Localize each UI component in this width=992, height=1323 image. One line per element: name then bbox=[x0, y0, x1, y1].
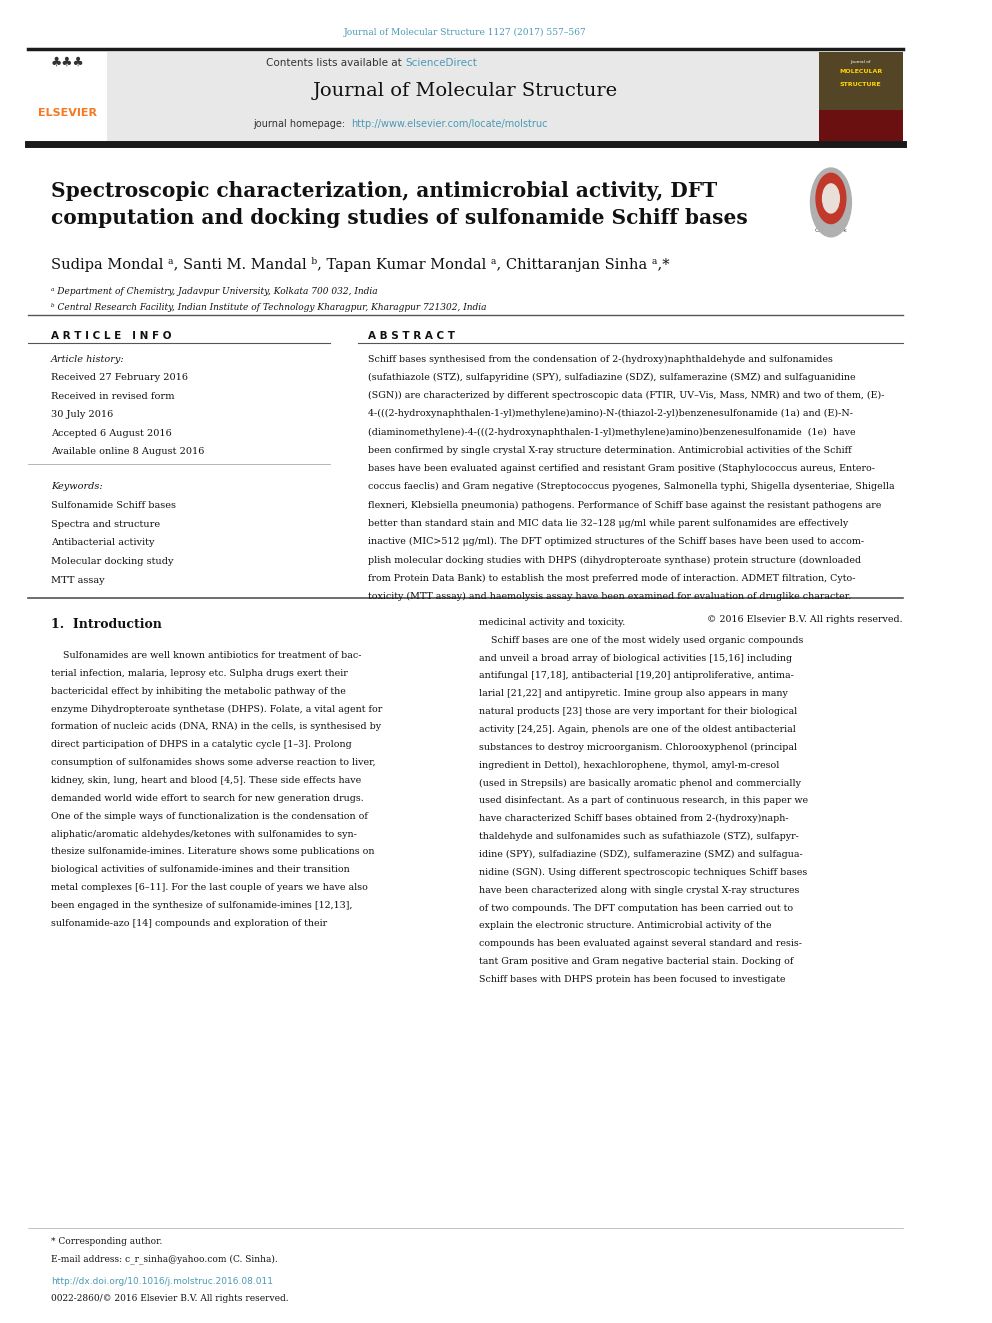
Text: 0022-2860/© 2016 Elsevier B.V. All rights reserved.: 0022-2860/© 2016 Elsevier B.V. All right… bbox=[52, 1294, 289, 1303]
Text: and unveil a broad array of biological activities [15,16] including: and unveil a broad array of biological a… bbox=[479, 654, 793, 663]
FancyBboxPatch shape bbox=[818, 52, 903, 142]
Text: explain the electronic structure. Antimicrobial activity of the: explain the electronic structure. Antimi… bbox=[479, 922, 772, 930]
Text: Available online 8 August 2016: Available online 8 August 2016 bbox=[52, 447, 204, 456]
Text: Received in revised form: Received in revised form bbox=[52, 392, 175, 401]
Text: Keywords:: Keywords: bbox=[52, 482, 103, 491]
Text: journal homepage:: journal homepage: bbox=[254, 119, 349, 130]
Text: One of the simple ways of functionalization is the condensation of: One of the simple ways of functionalizat… bbox=[52, 812, 368, 820]
Text: * Corresponding author.: * Corresponding author. bbox=[52, 1237, 163, 1246]
Text: idine (SPY), sulfadiazine (SDZ), sulfamerazine (SMZ) and sulfagua-: idine (SPY), sulfadiazine (SDZ), sulfame… bbox=[479, 851, 803, 859]
Text: Molecular docking study: Molecular docking study bbox=[52, 557, 174, 566]
Text: Article history:: Article history: bbox=[52, 355, 125, 364]
Text: ♣♣♣: ♣♣♣ bbox=[51, 56, 84, 69]
Text: direct participation of DHPS in a catalytic cycle [1–3]. Prolong: direct participation of DHPS in a cataly… bbox=[52, 741, 352, 749]
Text: formation of nucleic acids (DNA, RNA) in the cells, is synthesised by: formation of nucleic acids (DNA, RNA) in… bbox=[52, 722, 381, 732]
Text: A B S T R A C T: A B S T R A C T bbox=[368, 331, 454, 341]
Text: larial [21,22] and antipyretic. Imine group also appears in many: larial [21,22] and antipyretic. Imine gr… bbox=[479, 689, 788, 699]
Text: kidney, skin, lung, heart and blood [4,5]. These side effects have: kidney, skin, lung, heart and blood [4,5… bbox=[52, 775, 361, 785]
Text: Journal of Molecular Structure 1127 (2017) 557–567: Journal of Molecular Structure 1127 (201… bbox=[344, 28, 586, 37]
Text: inactive (MIC>512 μg/ml). The DFT optimized structures of the Schiff bases have : inactive (MIC>512 μg/ml). The DFT optimi… bbox=[368, 537, 864, 546]
Text: 4-(((2-hydroxynaphthalen-1-yl)methylene)amino)-N-(thiazol-2-yl)benzenesulfonamid: 4-(((2-hydroxynaphthalen-1-yl)methylene)… bbox=[368, 409, 852, 418]
Text: Antibacterial activity: Antibacterial activity bbox=[52, 538, 155, 548]
Text: Contents lists available at: Contents lists available at bbox=[266, 58, 405, 69]
Text: better than standard stain and MIC data lie 32–128 μg/ml while parent sulfonamid: better than standard stain and MIC data … bbox=[368, 519, 848, 528]
Text: (used in Strepsils) are basically aromatic phenol and commercially: (used in Strepsils) are basically aromat… bbox=[479, 778, 802, 787]
Text: aliphatic/aromatic aldehydes/ketones with sulfonamides to syn-: aliphatic/aromatic aldehydes/ketones wit… bbox=[52, 830, 357, 839]
Text: Journal of: Journal of bbox=[850, 60, 871, 64]
Text: ᵇ Central Research Facility, Indian Institute of Technology Kharagpur, Kharagpur: ᵇ Central Research Facility, Indian Inst… bbox=[52, 303, 487, 312]
Text: 30 July 2016: 30 July 2016 bbox=[52, 410, 113, 419]
Text: bases have been evaluated against certified and resistant Gram positive (Staphyl: bases have been evaluated against certif… bbox=[368, 464, 875, 474]
Text: MTT assay: MTT assay bbox=[52, 576, 105, 585]
Text: (sufathiazole (STZ), sulfapyridine (SPY), sulfadiazine (SDZ), sulfamerazine (SMZ: (sufathiazole (STZ), sulfapyridine (SPY)… bbox=[368, 373, 855, 382]
Text: MOLECULAR: MOLECULAR bbox=[839, 69, 882, 74]
Text: Spectra and structure: Spectra and structure bbox=[52, 520, 161, 529]
Text: compounds has been evaluated against several standard and resis-: compounds has been evaluated against sev… bbox=[479, 939, 803, 949]
Text: flexneri, Klebsiella pneumonia) pathogens. Performance of Schiff base against th: flexneri, Klebsiella pneumonia) pathogen… bbox=[368, 500, 881, 509]
Text: tant Gram positive and Gram negative bacterial stain. Docking of: tant Gram positive and Gram negative bac… bbox=[479, 958, 794, 966]
Text: medicinal activity and toxicity.: medicinal activity and toxicity. bbox=[479, 618, 626, 627]
Text: ingredient in Dettol), hexachlorophene, thymol, amyl-m-cresol: ingredient in Dettol), hexachlorophene, … bbox=[479, 761, 780, 770]
Text: substances to destroy microorganism. Chlorooxyphenol (principal: substances to destroy microorganism. Chl… bbox=[479, 742, 798, 751]
FancyBboxPatch shape bbox=[28, 52, 107, 142]
Text: bactericidal effect by inhibiting the metabolic pathway of the: bactericidal effect by inhibiting the me… bbox=[52, 687, 346, 696]
Text: nidine (SGN). Using different spectroscopic techniques Schiff bases: nidine (SGN). Using different spectrosco… bbox=[479, 868, 807, 877]
Text: coccus faeclis) and Gram negative (Streptococcus pyogenes, Salmonella typhi, Shi: coccus faeclis) and Gram negative (Strep… bbox=[368, 483, 894, 491]
Text: Schiff bases synthesised from the condensation of 2-(hydroxy)naphthaldehyde and : Schiff bases synthesised from the conden… bbox=[368, 355, 832, 364]
Text: ᵃ Department of Chemistry, Jadavpur University, Kolkata 700 032, India: ᵃ Department of Chemistry, Jadavpur Univ… bbox=[52, 287, 378, 296]
Text: terial infection, malaria, leprosy etc. Sulpha drugs exert their: terial infection, malaria, leprosy etc. … bbox=[52, 669, 348, 677]
Text: of two compounds. The DFT computation has been carried out to: of two compounds. The DFT computation ha… bbox=[479, 904, 794, 913]
Text: (diaminomethylene)-4-(((2-hydroxynaphthalen-1-yl)methylene)amino)benzenesulfonam: (diaminomethylene)-4-(((2-hydroxynaphtha… bbox=[368, 427, 855, 437]
Text: STRUCTURE: STRUCTURE bbox=[840, 82, 882, 87]
Text: Journal of Molecular Structure: Journal of Molecular Structure bbox=[312, 82, 618, 101]
Text: Schiff bases with DHPS protein has been focused to investigate: Schiff bases with DHPS protein has been … bbox=[479, 975, 786, 984]
Text: CrossMark: CrossMark bbox=[814, 228, 847, 233]
Text: ScienceDirect: ScienceDirect bbox=[406, 58, 477, 69]
Text: thesize sulfonamide-imines. Literature shows some publications on: thesize sulfonamide-imines. Literature s… bbox=[52, 848, 375, 856]
Text: enzyme Dihydropteroate synthetase (DHPS). Folate, a vital agent for: enzyme Dihydropteroate synthetase (DHPS)… bbox=[52, 704, 383, 713]
Text: have been characterized along with single crystal X-ray structures: have been characterized along with singl… bbox=[479, 886, 800, 894]
Text: http://dx.doi.org/10.1016/j.molstruc.2016.08.011: http://dx.doi.org/10.1016/j.molstruc.201… bbox=[52, 1277, 273, 1286]
Text: demanded world wide effort to search for new generation drugs.: demanded world wide effort to search for… bbox=[52, 794, 364, 803]
Ellipse shape bbox=[816, 173, 846, 224]
Text: Sulfonamide Schiff bases: Sulfonamide Schiff bases bbox=[52, 501, 177, 511]
Text: plish molecular docking studies with DHPS (dihydropteroate synthase) protein str: plish molecular docking studies with DHP… bbox=[368, 556, 861, 565]
Text: activity [24,25]. Again, phenols are one of the oldest antibacterial: activity [24,25]. Again, phenols are one… bbox=[479, 725, 797, 734]
Ellipse shape bbox=[822, 184, 839, 213]
Text: Received 27 February 2016: Received 27 February 2016 bbox=[52, 373, 188, 382]
FancyBboxPatch shape bbox=[818, 52, 903, 110]
Text: been confirmed by single crystal X-ray structure determination. Antimicrobial ac: been confirmed by single crystal X-ray s… bbox=[368, 446, 851, 455]
Text: ELSEVIER: ELSEVIER bbox=[39, 108, 97, 119]
Text: antifungal [17,18], antibacterial [19,20] antiproliferative, antima-: antifungal [17,18], antibacterial [19,20… bbox=[479, 671, 794, 680]
Text: metal complexes [6–11]. For the last couple of years we have also: metal complexes [6–11]. For the last cou… bbox=[52, 884, 368, 892]
Text: from Protein Data Bank) to establish the most preferred mode of interaction. ADM: from Protein Data Bank) to establish the… bbox=[368, 574, 855, 582]
Text: Accepted 6 August 2016: Accepted 6 August 2016 bbox=[52, 429, 172, 438]
Text: natural products [23] those are very important for their biological: natural products [23] those are very imp… bbox=[479, 706, 798, 716]
Text: been engaged in the synthesize of sulfonamide-imines [12,13],: been engaged in the synthesize of sulfon… bbox=[52, 901, 353, 910]
Text: thaldehyde and sulfonamides such as sufathiazole (STZ), sulfapyr-: thaldehyde and sulfonamides such as sufa… bbox=[479, 832, 800, 841]
Text: Sudipa Mondal ᵃ, Santi M. Mandal ᵇ, Tapan Kumar Mondal ᵃ, Chittaranjan Sinha ᵃ,*: Sudipa Mondal ᵃ, Santi M. Mandal ᵇ, Tapa… bbox=[52, 257, 670, 271]
Text: (SGN)) are characterized by different spectroscopic data (FTIR, UV–Vis, Mass, NM: (SGN)) are characterized by different sp… bbox=[368, 392, 884, 400]
Text: consumption of sulfonamides shows some adverse reaction to liver,: consumption of sulfonamides shows some a… bbox=[52, 758, 376, 767]
Text: have characterized Schiff bases obtained from 2-(hydroxy)naph-: have characterized Schiff bases obtained… bbox=[479, 814, 789, 823]
Text: biological activities of sulfonamide-imines and their transition: biological activities of sulfonamide-imi… bbox=[52, 865, 350, 875]
Ellipse shape bbox=[810, 168, 851, 237]
Text: E-mail address: c_r_sinha@yahoo.com (C. Sinha).: E-mail address: c_r_sinha@yahoo.com (C. … bbox=[52, 1254, 278, 1263]
Text: 1.  Introduction: 1. Introduction bbox=[52, 618, 162, 631]
Text: A R T I C L E   I N F O: A R T I C L E I N F O bbox=[52, 331, 172, 341]
Text: Spectroscopic characterization, antimicrobial activity, DFT
computation and dock: Spectroscopic characterization, antimicr… bbox=[52, 181, 748, 228]
Text: © 2016 Elsevier B.V. All rights reserved.: © 2016 Elsevier B.V. All rights reserved… bbox=[707, 615, 903, 624]
Text: sulfonamide-azo [14] compounds and exploration of their: sulfonamide-azo [14] compounds and explo… bbox=[52, 919, 327, 927]
Text: Schiff bases are one of the most widely used organic compounds: Schiff bases are one of the most widely … bbox=[479, 635, 804, 644]
Text: used disinfectant. As a part of continuous research, in this paper we: used disinfectant. As a part of continuo… bbox=[479, 796, 808, 806]
FancyBboxPatch shape bbox=[107, 52, 818, 142]
Text: Sulfonamides are well known antibiotics for treatment of bac-: Sulfonamides are well known antibiotics … bbox=[52, 651, 362, 660]
Text: toxicity (MTT assay) and haemolysis assay have been examined for evaluation of d: toxicity (MTT assay) and haemolysis assa… bbox=[368, 591, 851, 601]
Text: http://www.elsevier.com/locate/molstruc: http://www.elsevier.com/locate/molstruc bbox=[351, 119, 548, 130]
